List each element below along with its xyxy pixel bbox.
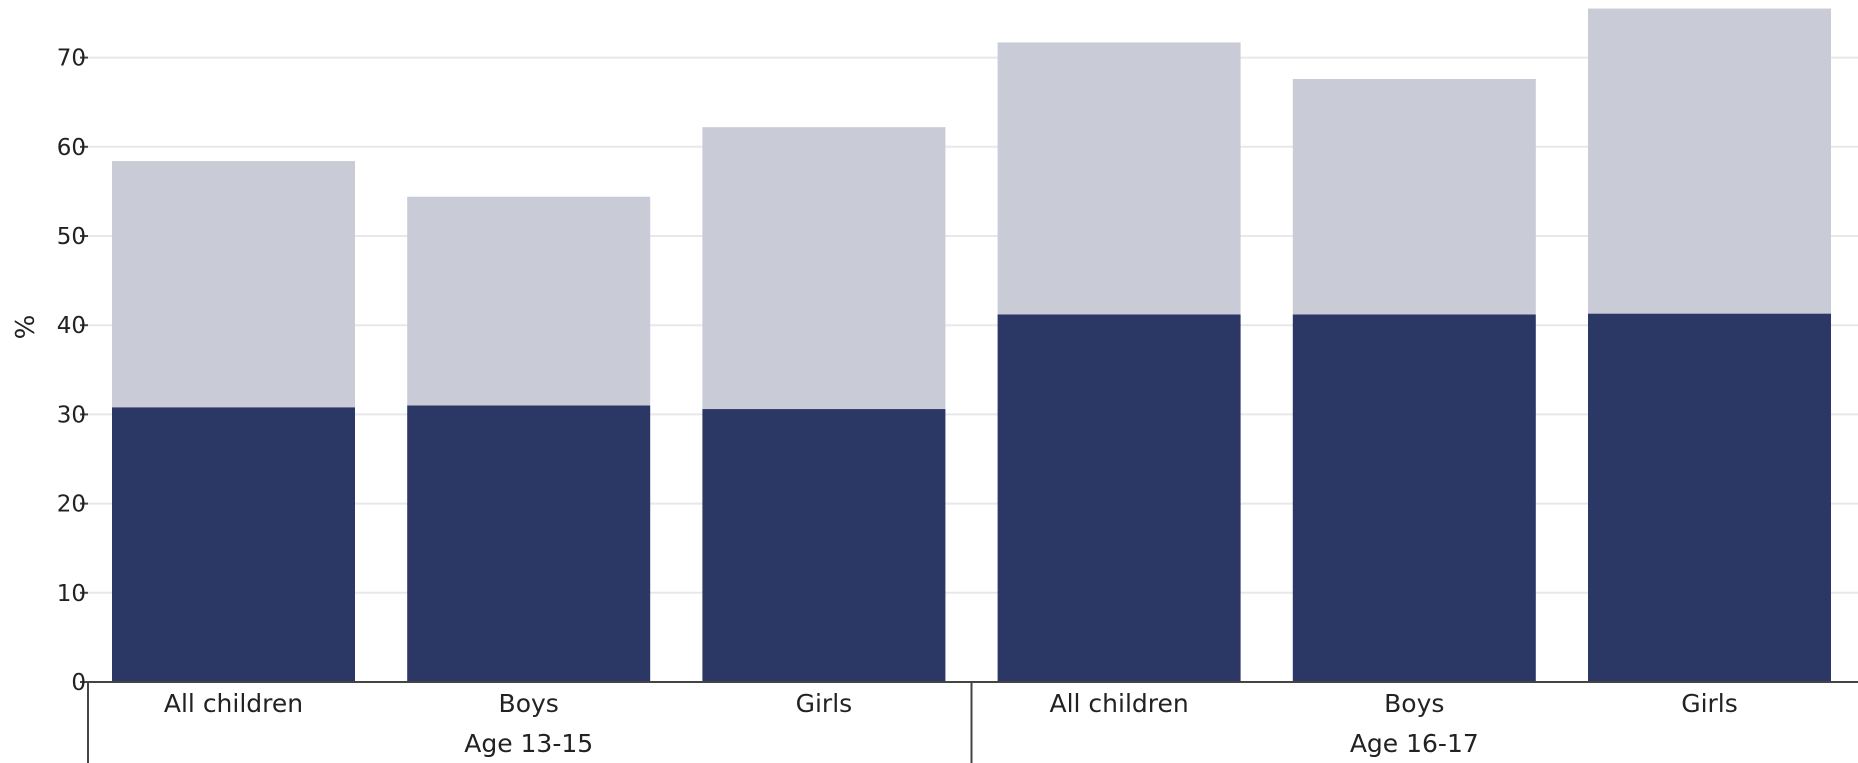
bar-segment-series-2 (112, 161, 355, 408)
y-tick-label: 20 (57, 492, 86, 518)
bar-segment-series-2 (1292, 79, 1536, 315)
y-tick-label: 30 (57, 402, 86, 428)
category-labels: All children Boys Girls All children Boys Gir… (164, 689, 1738, 718)
bar-segment-series-1 (997, 314, 1241, 682)
y-tick-label: 40 (57, 313, 86, 339)
y-tick-label: 50 (57, 224, 86, 250)
y-tick-label: 60 (57, 135, 86, 161)
gridlines (88, 56, 1858, 594)
category-label: All children (1049, 689, 1188, 718)
bar-segment-series-2 (702, 127, 946, 410)
group-labels: Age 13-15 Age 16-17 (87, 682, 1479, 763)
bars (112, 8, 1831, 682)
bar-segment-series-1 (407, 405, 651, 682)
group-label: Age 13-15 (464, 729, 593, 758)
category-label: Boys (1384, 689, 1444, 718)
y-axis-ticks: 0 10 20 30 40 50 60 70 (57, 46, 88, 696)
category-label: Boys (499, 689, 559, 718)
bar-segment-series-1 (1588, 313, 1831, 682)
group-label: Age 16-17 (1350, 729, 1479, 758)
bar-segment-series-1 (1292, 314, 1536, 682)
bar-segment-series-2 (407, 196, 651, 406)
category-label: Girls (796, 689, 853, 718)
bar-segment-series-2 (997, 42, 1241, 315)
bar-segment-series-1 (112, 407, 355, 682)
y-tick-label: 0 (71, 670, 86, 696)
bar-segment-series-1 (702, 409, 946, 682)
bar-segment-series-2 (1588, 8, 1831, 314)
category-label: Girls (1681, 689, 1738, 718)
y-axis-title: % (11, 315, 41, 340)
y-tick-label: 10 (57, 581, 86, 607)
y-tick-label: 70 (57, 46, 86, 72)
category-label: All children (164, 689, 303, 718)
